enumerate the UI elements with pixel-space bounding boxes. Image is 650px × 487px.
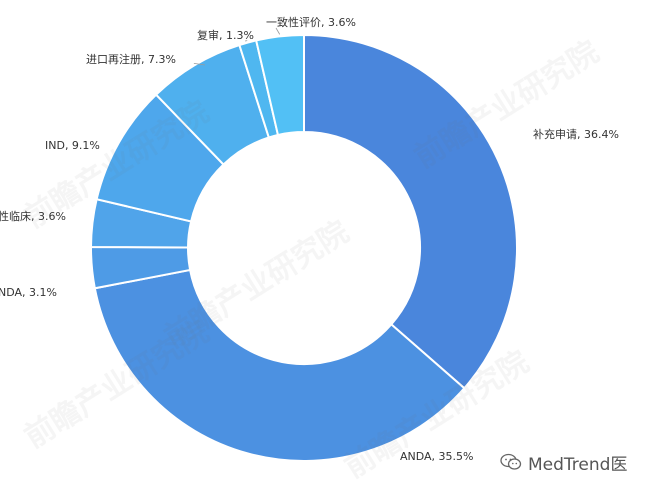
- leaders-layer: [193, 27, 281, 66]
- leader-line-8: [275, 27, 281, 35]
- slice-label-1: 补充申请, 36.4%: [533, 127, 619, 141]
- slice-8: [254, 33, 305, 137]
- watermark-logo: MedTrend医: [500, 447, 650, 477]
- slice-label-5: IND, 9.1%: [45, 139, 100, 152]
- slice-1: [303, 33, 518, 390]
- slice-label-2: ANDA, 35.5%: [400, 450, 474, 463]
- slice-label-6: 进口再注册, 7.3%: [86, 52, 176, 66]
- leader-line-6: [193, 62, 206, 66]
- slice-label-8: 一致性评价, 3.6%: [266, 15, 356, 29]
- slice-label-3: NDA, 3.1%: [0, 286, 57, 299]
- labels-layer: 补充申请, 36.4% ANDA, 35.5% NDA, 3.1% 性临床, 3.6%…: [0, 15, 619, 463]
- watermark-text: MedTrend医: [528, 454, 628, 475]
- slice-label-4: 性临床, 3.6%: [0, 209, 66, 223]
- slice-2: [93, 268, 466, 462]
- slice-label-7: 复审, 1.3%: [197, 28, 254, 42]
- slices-layer: [89, 33, 518, 462]
- wechat-icon: [500, 453, 522, 470]
